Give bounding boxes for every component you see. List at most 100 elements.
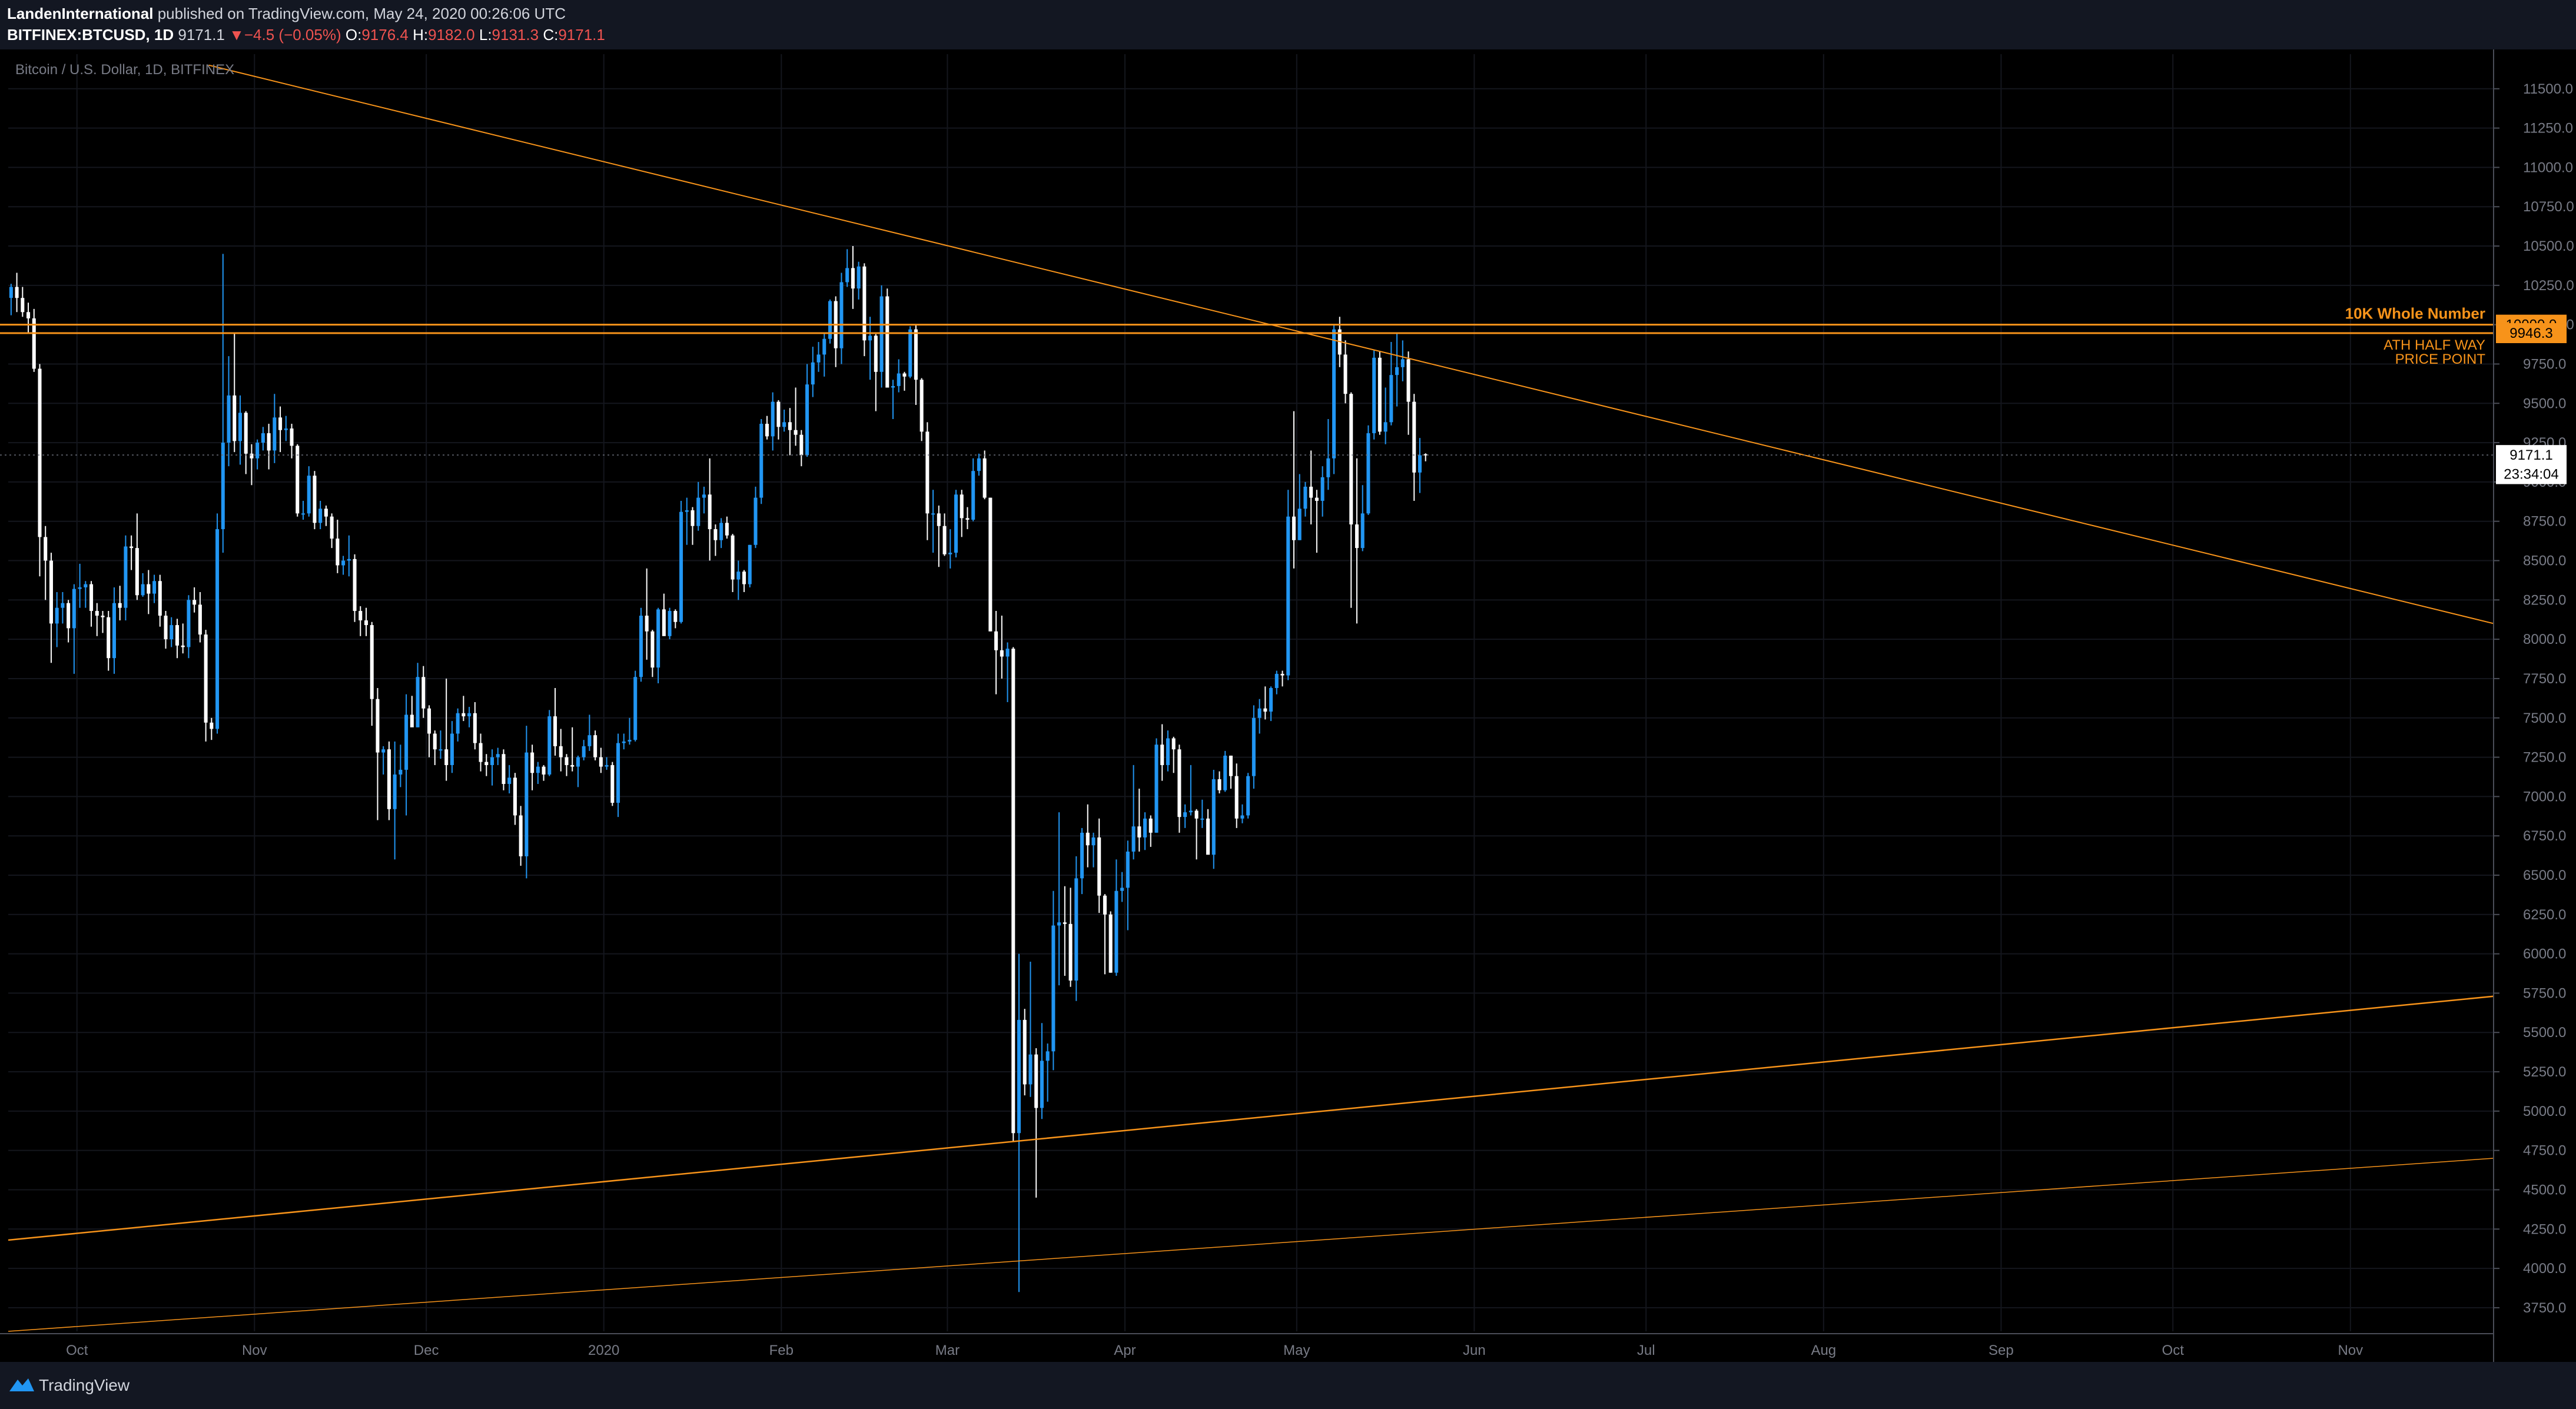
candle[interactable] [456, 708, 460, 742]
candle[interactable] [95, 603, 99, 636]
candle[interactable] [805, 364, 809, 457]
candle[interactable] [72, 584, 76, 674]
candle[interactable] [1063, 886, 1067, 976]
candle[interactable] [639, 607, 643, 682]
candle[interactable] [1372, 350, 1376, 440]
candle[interactable] [1206, 809, 1210, 855]
candle[interactable] [496, 747, 500, 765]
candle[interactable] [1108, 911, 1113, 973]
candle[interactable] [960, 490, 964, 537]
candle[interactable] [158, 574, 162, 627]
candle[interactable] [816, 342, 821, 372]
candle[interactable] [1343, 340, 1347, 404]
candle[interactable] [513, 773, 517, 825]
candle[interactable] [553, 687, 557, 756]
candle[interactable] [908, 326, 912, 378]
candle[interactable] [954, 490, 958, 558]
candle[interactable] [593, 730, 597, 760]
candle[interactable] [1406, 351, 1410, 435]
candle[interactable] [1120, 872, 1124, 902]
candle[interactable] [1269, 686, 1273, 722]
candle[interactable] [851, 246, 855, 309]
candle[interactable] [1292, 411, 1296, 569]
candle[interactable] [261, 427, 265, 451]
candle[interactable] [942, 513, 947, 556]
candle[interactable] [330, 513, 334, 549]
candle[interactable] [1355, 458, 1359, 624]
candle[interactable] [708, 458, 712, 561]
candle[interactable] [1297, 474, 1302, 540]
candle[interactable] [937, 505, 941, 567]
candle[interactable] [1395, 333, 1399, 407]
candle[interactable] [685, 497, 689, 545]
candle[interactable] [296, 444, 300, 517]
candle[interactable] [782, 409, 786, 432]
candle[interactable] [811, 347, 815, 397]
candle[interactable] [1126, 840, 1130, 931]
candle[interactable] [381, 746, 386, 775]
candle[interactable] [668, 607, 672, 640]
candle[interactable] [525, 726, 529, 879]
candle[interactable] [502, 749, 506, 790]
candle[interactable] [250, 444, 254, 486]
candle[interactable] [107, 611, 111, 671]
candle[interactable] [1246, 773, 1250, 819]
candle[interactable] [364, 607, 369, 636]
candle[interactable] [341, 556, 346, 575]
candle[interactable] [210, 717, 214, 740]
candle[interactable] [542, 765, 546, 781]
candle[interactable] [748, 544, 752, 587]
candle[interactable] [421, 666, 426, 718]
candle[interactable] [605, 757, 609, 770]
candle[interactable] [1234, 763, 1239, 828]
candle[interactable] [622, 733, 626, 750]
candle[interactable] [301, 500, 306, 520]
candle[interactable] [965, 507, 970, 530]
candle[interactable] [44, 526, 48, 600]
candle[interactable] [828, 299, 832, 344]
candle[interactable] [1274, 670, 1279, 694]
candle[interactable] [633, 670, 638, 742]
candle[interactable] [1137, 789, 1141, 852]
candle[interactable] [38, 364, 42, 577]
candle[interactable] [914, 324, 918, 405]
candle[interactable] [170, 617, 174, 647]
candle[interactable] [255, 439, 260, 470]
candle[interactable] [736, 560, 741, 600]
candle[interactable] [410, 696, 414, 727]
symbol-label[interactable]: BITFINEX:BTCUSD, 1D [7, 26, 174, 44]
candle[interactable] [891, 380, 895, 419]
trend-line[interactable] [208, 64, 2494, 624]
price-chart[interactable]: 10K Whole Number ATH HALF WAY PRICE POINT … [0, 49, 2576, 1362]
candle[interactable] [130, 535, 134, 570]
candle[interactable] [318, 500, 323, 530]
candle[interactable] [284, 416, 288, 441]
candle[interactable] [650, 630, 655, 677]
candle[interactable] [192, 587, 197, 613]
candle[interactable] [135, 513, 139, 600]
candle[interactable] [599, 747, 603, 773]
candle[interactable] [1028, 961, 1033, 1097]
trend-line[interactable] [8, 995, 2494, 1241]
candle[interactable] [1005, 642, 1010, 703]
candle[interactable] [610, 762, 615, 806]
candle[interactable] [530, 745, 535, 790]
candle[interactable] [273, 394, 277, 463]
candle[interactable] [1211, 769, 1216, 869]
candle[interactable] [89, 581, 94, 627]
candle[interactable] [1154, 738, 1158, 833]
candle[interactable] [616, 733, 620, 818]
candle[interactable] [1080, 828, 1084, 895]
candle[interactable] [376, 687, 380, 820]
candle[interactable] [1057, 812, 1061, 986]
candle[interactable] [1217, 771, 1221, 794]
candle[interactable] [536, 762, 540, 784]
candle[interactable] [1223, 750, 1227, 792]
candle[interactable] [1143, 812, 1147, 850]
candle[interactable] [902, 371, 907, 391]
candle[interactable] [347, 535, 351, 577]
candle[interactable] [925, 422, 930, 540]
candle[interactable] [656, 607, 660, 683]
candle[interactable] [101, 611, 105, 633]
